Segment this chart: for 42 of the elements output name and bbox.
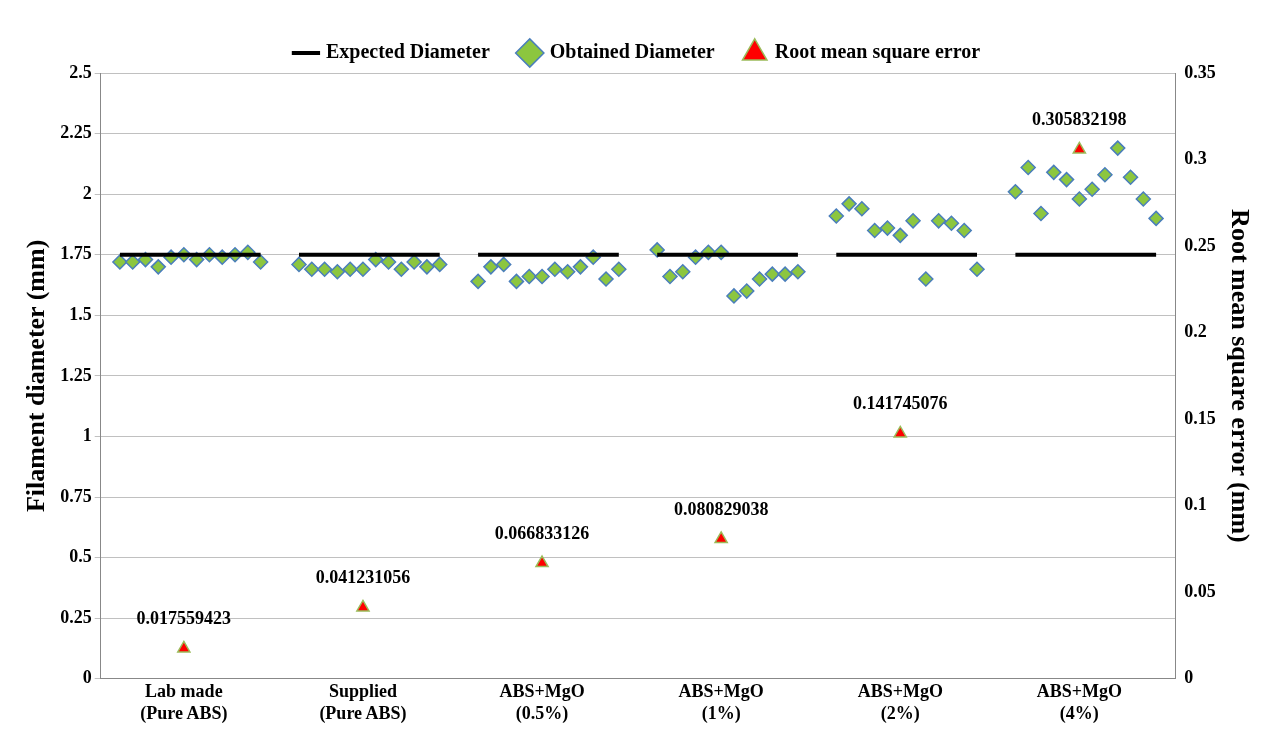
y2-axis-title: Root mean square error (mm) xyxy=(1225,209,1255,543)
y2-tick-label: 0.05 xyxy=(1184,580,1216,601)
point xyxy=(893,425,908,438)
y-tick-label: 0.75 xyxy=(60,485,92,506)
y2-tick-label: 0.25 xyxy=(1184,234,1216,255)
y-axis-title: Filament diameter (mm) xyxy=(21,239,51,513)
x-tick-label: ABS+MgO (0.5%) xyxy=(499,681,585,724)
y-tick-label: 1 xyxy=(82,425,92,446)
y2-tick-label: 0.35 xyxy=(1184,61,1216,82)
y-tick-label: 1.25 xyxy=(60,364,92,385)
point xyxy=(535,555,549,568)
y-tick-label: 2 xyxy=(82,182,92,203)
data-label: 0.141745076 xyxy=(853,393,948,414)
y-tick-label: 2.5 xyxy=(69,61,92,82)
legend-label: Root mean square error xyxy=(774,40,981,64)
data-label: 0.017559423 xyxy=(136,608,232,629)
point xyxy=(714,531,728,544)
y2-tick-label: 0.15 xyxy=(1184,407,1216,428)
point xyxy=(1072,141,1087,154)
data-label: 0.305832198 xyxy=(1032,109,1127,130)
x-tick-label: ABS+MgO (2%) xyxy=(857,681,943,724)
y2-tick-label: 0.2 xyxy=(1184,321,1207,342)
y2-tick-label: 0.3 xyxy=(1184,148,1207,169)
y-tick-label: 0 xyxy=(82,667,92,688)
y-tick-label: 0.5 xyxy=(69,546,92,567)
x-tick-label: Lab made (Pure ABS) xyxy=(140,681,228,724)
point xyxy=(177,640,191,653)
y2-tick-label: 0.1 xyxy=(1184,494,1207,515)
x-tick-label: ABS+MgO (1%) xyxy=(678,681,764,724)
y-tick-label: 0.25 xyxy=(60,606,92,627)
y-tick-label: 1.75 xyxy=(60,243,92,264)
data-label: 0.041231056 xyxy=(315,567,411,588)
legend-label: Expected Diameter xyxy=(325,40,490,64)
x-tick-label: ABS+MgO (4%) xyxy=(1036,681,1122,724)
legend-label: Obtained Diameter xyxy=(549,40,715,63)
y2-tick-label: 0 xyxy=(1184,667,1194,688)
y-tick-label: 1.5 xyxy=(69,303,92,324)
data-label: 0.080829038 xyxy=(673,498,769,519)
y-tick-label: 2.25 xyxy=(60,122,92,143)
data-label: 0.066833126 xyxy=(494,522,590,543)
point xyxy=(356,599,370,612)
x-tick-label: Supplied (Pure ABS) xyxy=(319,681,407,724)
